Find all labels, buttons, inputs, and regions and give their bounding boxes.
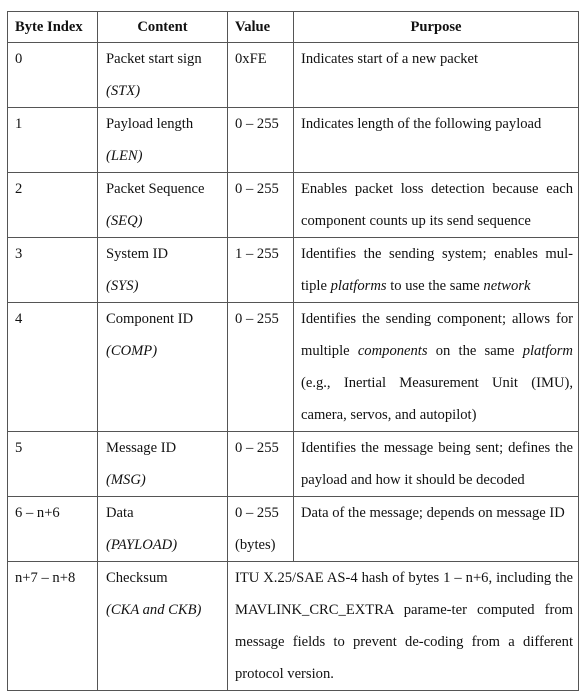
purpose-emphasis: platform [522, 343, 573, 359]
byte-index-cell: 3 [7, 237, 98, 303]
value-range: 0xFE [235, 51, 267, 67]
content-name: Packet Sequence [106, 181, 205, 197]
byte-index: 3 [15, 246, 23, 262]
purpose-cell: Identifies the sending system; enables m… [293, 237, 579, 303]
byte-index: 0 [15, 51, 23, 67]
content-abbr: (COMP) [106, 343, 158, 359]
content-name: Data [106, 505, 134, 521]
table-row: 4 Component ID (COMP) 0 – 255 Identifies… [7, 302, 579, 432]
content-abbr: (SYS) [106, 278, 139, 294]
table-row: 2 Packet Sequence (SEQ) 0 – 255 Enables … [7, 172, 579, 238]
value-range: 0 – 255 [235, 116, 279, 132]
purpose-emphasis: network [483, 278, 531, 294]
purpose-text-part: Identifies the sending component; allows… [301, 311, 573, 359]
header-value: Value [227, 11, 294, 43]
purpose-text-part: to use the same [386, 278, 484, 294]
value-cell: 0 – 255 [227, 431, 294, 497]
purpose-text: Identifies the sending system; enables m… [301, 238, 573, 302]
value-cell: 0 – 255 [227, 172, 294, 238]
value-cell: 0 – 255 (bytes) [227, 496, 294, 562]
purpose-text-part: Identifies the sending system; enables m… [301, 246, 573, 294]
header-content: Content [97, 11, 228, 43]
byte-index-cell: 2 [7, 172, 98, 238]
purpose-text: Identifies the sending component; allows… [301, 303, 573, 431]
value-range: 1 – 255 [235, 246, 279, 262]
byte-index: 2 [15, 181, 23, 197]
value-unit: (bytes) [235, 537, 276, 553]
byte-index-cell: 5 [7, 431, 98, 497]
purpose-text-part: (e.g., Inertial Measurement Unit (IMU), … [301, 375, 573, 423]
purpose-text: Indicates start of a new packet [301, 51, 479, 67]
content-abbr: (LEN) [106, 148, 143, 164]
purpose-cell: Indicates length of the following payloa… [293, 107, 579, 173]
table-row: 3 System ID (SYS) 1 – 255 Identifies the… [7, 237, 579, 303]
byte-index: 5 [15, 440, 23, 456]
value-cell: 0 – 255 [227, 107, 294, 173]
value-cell: 0xFE [227, 42, 294, 108]
header-byte-index: Byte Index [7, 11, 98, 43]
purpose-text: Data of the message; depends on message … [301, 505, 565, 521]
byte-index-cell: 1 [7, 107, 98, 173]
purpose-text: Identifies the message being sent; defin… [301, 440, 573, 488]
byte-index: 4 [15, 311, 23, 327]
content-cell: Payload length (LEN) [97, 107, 228, 173]
purpose-cell: Identifies the sending component; allows… [293, 302, 579, 432]
content-abbr: (CKA and CKB) [106, 602, 202, 618]
purpose-text: ITU X.25/SAE AS-4 hash of bytes 1 – n+6,… [235, 570, 573, 682]
content-cell: Message ID (MSG) [97, 431, 228, 497]
purpose-text-part: on the same [427, 343, 523, 359]
purpose-emphasis: platforms [330, 278, 387, 294]
purpose-cell: Indicates start of a new packet [293, 42, 579, 108]
content-cell: Component ID (COMP) [97, 302, 228, 432]
table-row: 1 Payload length (LEN) 0 – 255 Indicates… [7, 107, 579, 173]
content-abbr: (SEQ) [106, 213, 143, 229]
value-range: 0 – 255 [235, 505, 279, 521]
value-range: 0 – 255 [235, 181, 279, 197]
content-abbr: (PAYLOAD) [106, 537, 178, 553]
content-abbr: (STX) [106, 83, 141, 99]
content-cell: Packet Sequence (SEQ) [97, 172, 228, 238]
content-name: System ID [106, 246, 169, 262]
content-name: Message ID [106, 440, 177, 456]
purpose-text: Indicates length of the following payloa… [301, 116, 542, 132]
purpose-cell: Data of the message; depends on message … [293, 496, 579, 562]
purpose-cell: Enables packet loss detection because ea… [293, 172, 579, 238]
content-name: Packet start sign [106, 51, 202, 67]
byte-index: 1 [15, 116, 23, 132]
byte-index: n+7 – n+8 [15, 570, 76, 586]
byte-index-cell: 4 [7, 302, 98, 432]
content-cell: Data (PAYLOAD) [97, 496, 228, 562]
value-cell: 1 – 255 [227, 237, 294, 303]
value-cell: 0 – 255 [227, 302, 294, 432]
table-row: 5 Message ID (MSG) 0 – 255 Identifies th… [7, 431, 579, 497]
content-cell: Checksum (CKA and CKB) [97, 561, 228, 691]
table-row: n+7 – n+8 Checksum (CKA and CKB) ITU X.2… [7, 561, 579, 691]
value-range: 0 – 255 [235, 311, 279, 327]
purpose-text: Enables packet loss detection because ea… [301, 181, 573, 229]
mavlink-packet-table: Byte Index Content Value Purpose 0 Packe… [7, 11, 579, 691]
content-cell: Packet start sign (STX) [97, 42, 228, 108]
byte-index: 6 – n+6 [15, 505, 60, 521]
table-row: 0 Packet start sign (STX) 0xFE Indicates… [7, 42, 579, 108]
byte-index-cell: 6 – n+6 [7, 496, 98, 562]
content-name: Checksum [106, 570, 168, 586]
purpose-cell: ITU X.25/SAE AS-4 hash of bytes 1 – n+6,… [227, 561, 579, 691]
byte-index-cell: 0 [7, 42, 98, 108]
purpose-emphasis: components [357, 343, 428, 359]
content-name: Payload length [106, 116, 194, 132]
value-range: 0 – 255 [235, 440, 279, 456]
content-abbr: (MSG) [106, 472, 146, 488]
content-cell: System ID (SYS) [97, 237, 228, 303]
header-purpose: Purpose [293, 11, 579, 43]
purpose-cell: Identifies the message being sent; defin… [293, 431, 579, 497]
byte-index-cell: n+7 – n+8 [7, 561, 98, 691]
content-name: Component ID [106, 311, 194, 327]
header-row: Byte Index Content Value Purpose [7, 11, 579, 43]
table-row: 6 – n+6 Data (PAYLOAD) 0 – 255 (bytes) D… [7, 496, 579, 562]
